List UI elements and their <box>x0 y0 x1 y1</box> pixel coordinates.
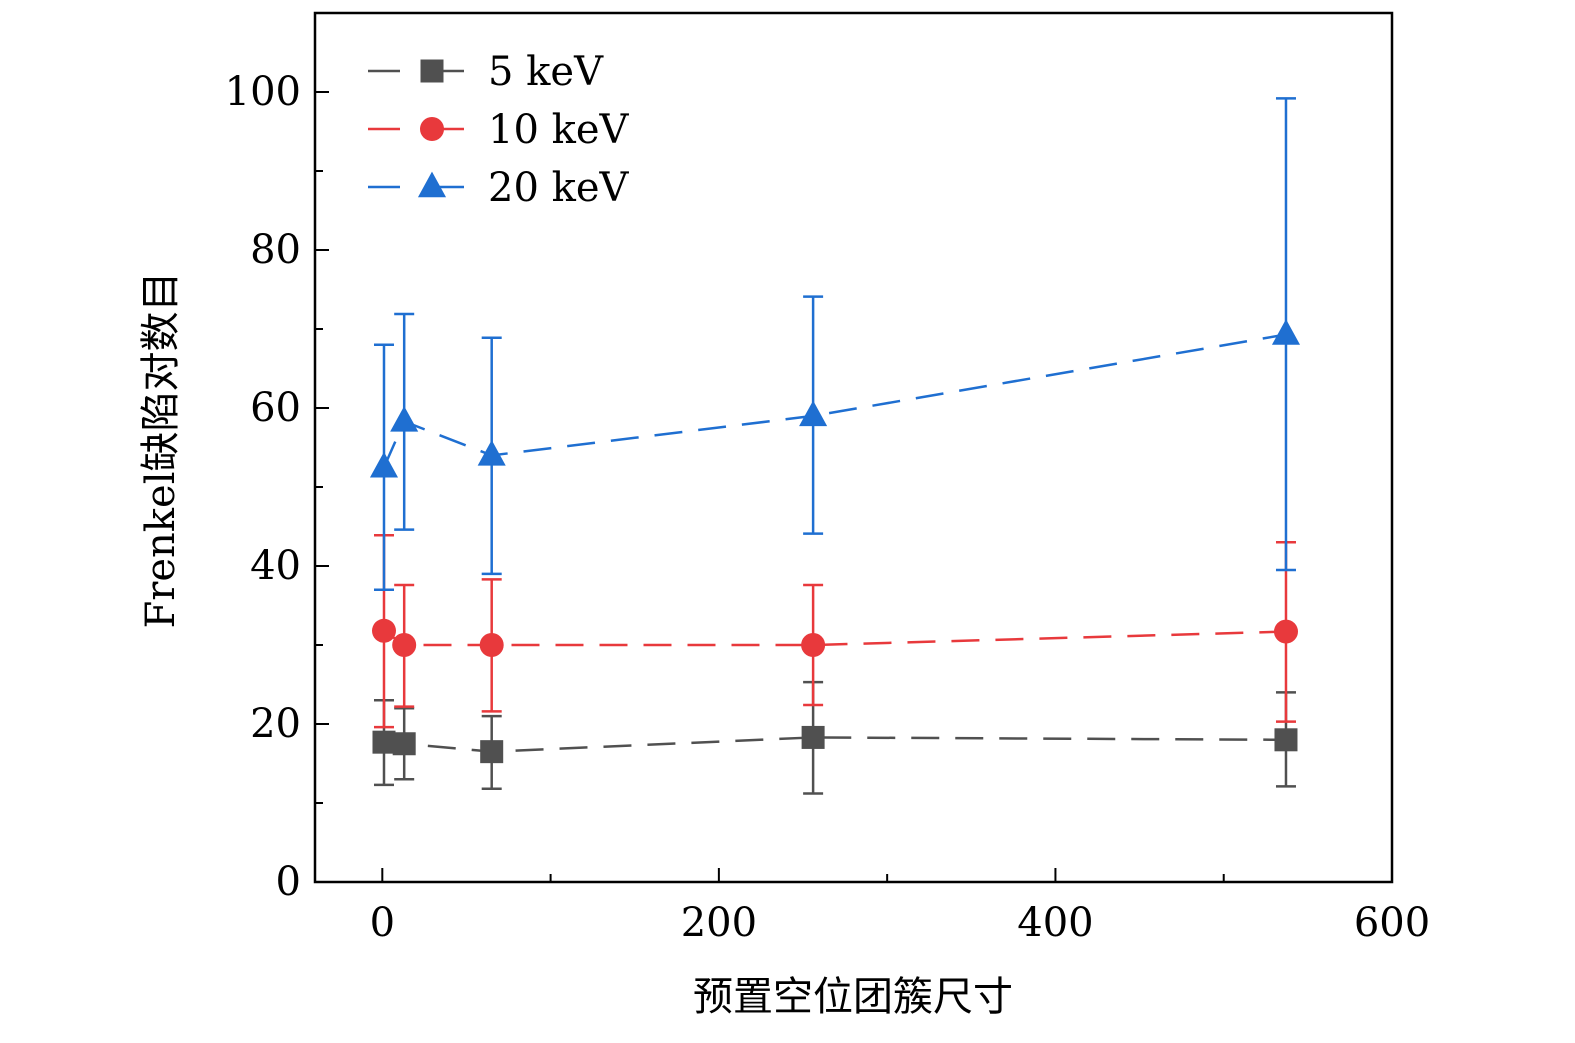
circle-marker <box>420 117 444 141</box>
triangle-marker <box>390 406 419 432</box>
y-tick-label: 100 <box>225 69 301 115</box>
legend: 5 keV 10 keV 20 keV <box>368 49 630 211</box>
triangle-marker <box>1271 319 1301 345</box>
square-marker <box>480 740 504 764</box>
square-marker <box>420 59 444 83</box>
circle-marker <box>479 633 504 657</box>
x-tick-label: 400 <box>1017 900 1093 946</box>
series-1 <box>372 680 1298 795</box>
legend-label: 10 keV <box>488 107 630 153</box>
legend-item-2: 10 keV <box>368 107 630 153</box>
x-tick-label: 200 <box>681 900 757 946</box>
series-3 <box>369 97 1301 591</box>
axis-ticks: 0 200 400 600 0 20 40 60 80 100 <box>225 69 1431 946</box>
legend-label: 20 keV <box>488 165 630 211</box>
series-layer <box>369 97 1301 795</box>
x-tick-label: 0 <box>370 900 395 946</box>
y-tick-label: 20 <box>250 701 301 747</box>
x-axis-title: 预置空位团簇尺寸 <box>693 974 1013 1020</box>
square-marker <box>801 725 825 749</box>
square-marker <box>392 732 416 756</box>
triangle-marker <box>417 171 447 198</box>
legend-item-1: 5 keV <box>368 49 604 95</box>
y-axis-title: Frenkel缺陷对数目 <box>138 271 184 628</box>
circle-marker <box>392 633 417 657</box>
series-line <box>382 333 1287 468</box>
circle-marker <box>371 618 396 643</box>
circle-marker <box>801 633 826 657</box>
plot-frame <box>313 11 1394 884</box>
triangle-marker <box>799 400 828 427</box>
circle-marker <box>1273 619 1298 644</box>
x-tick-label: 600 <box>1354 900 1430 946</box>
square-marker <box>372 730 396 754</box>
triangle-marker <box>477 440 506 466</box>
series-2 <box>371 533 1298 729</box>
series-line <box>383 736 1286 753</box>
square-marker <box>1274 728 1298 752</box>
legend-label: 5 keV <box>488 49 604 95</box>
y-tick-label: 40 <box>250 543 301 589</box>
y-tick-label: 60 <box>250 385 301 431</box>
triangle-marker <box>369 451 399 478</box>
y-tick-label: 80 <box>250 227 301 273</box>
series-line <box>383 629 1287 647</box>
legend-item-3: 20 keV <box>368 165 630 211</box>
y-tick-label: 0 <box>276 859 301 905</box>
